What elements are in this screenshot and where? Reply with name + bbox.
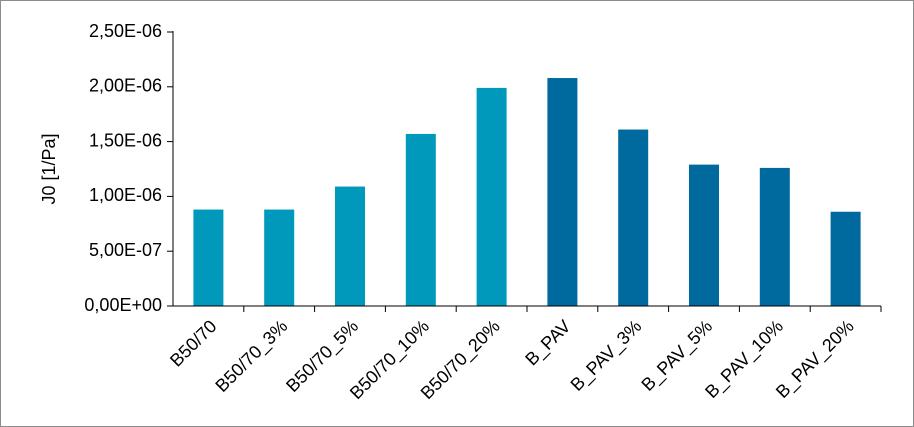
y-axis-ticks: 0,00E+00 5,00E-07 1,00E-06 1,50E-06 2,00E-06… [84, 21, 173, 315]
x-tick-label: B_PAV [521, 316, 575, 370]
bar [405, 133, 436, 306]
bar [830, 211, 861, 306]
bar [618, 129, 649, 306]
y-axis-title-group: J0 [1/Pa] [39, 133, 59, 204]
bar [264, 209, 295, 306]
axes-group [172, 31, 882, 312]
bar [476, 87, 507, 307]
x-axis-labels: B50/70B50/70_3%B50/70_5%B50/70_10%B50/70… [166, 316, 858, 404]
y-axis-title: J0 [1/Pa] [39, 133, 59, 204]
bars-group [193, 78, 861, 307]
y-tick-label: 1,50E-06 [89, 130, 162, 150]
x-tick-label: B50/70_3% [211, 316, 292, 397]
y-tick-label: 0,00E+00 [84, 295, 162, 315]
bar [193, 209, 224, 306]
bar [689, 164, 719, 306]
y-tick-label: 1,00E-06 [89, 185, 162, 205]
x-tick-label: B_PAV_3% [567, 316, 646, 395]
y-tick-label: 2,00E-06 [89, 76, 162, 96]
bar [759, 167, 790, 306]
y-tick-label: 2,50E-06 [89, 21, 162, 41]
bar [547, 78, 578, 306]
y-tick-label: 5,00E-07 [89, 240, 162, 260]
bar [335, 186, 365, 306]
x-tick-label: B50/70 [166, 316, 220, 370]
